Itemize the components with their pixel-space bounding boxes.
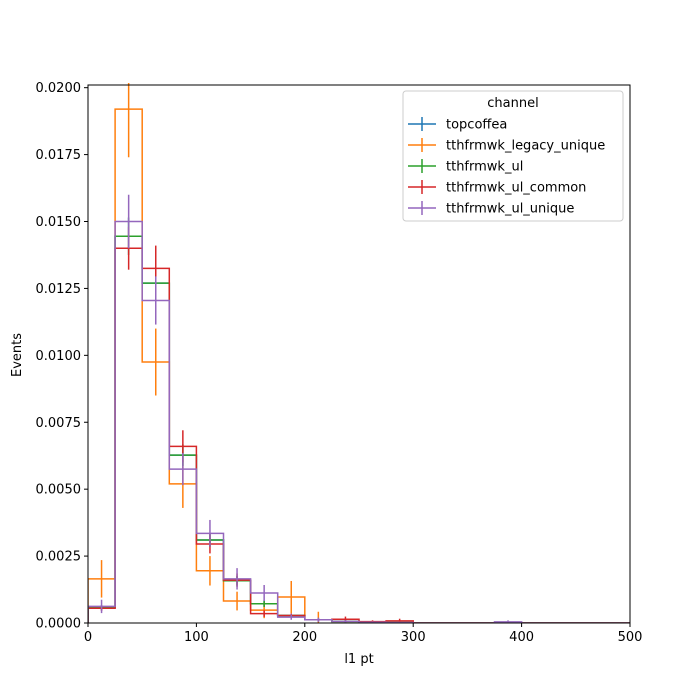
legend-title: channel xyxy=(487,96,538,111)
x-axis-label: l1 pt xyxy=(344,652,373,667)
y-tick-label-3: 0.0075 xyxy=(36,416,82,431)
legend-entry-tthfrmwk_ul_common: tthfrmwk_ul_common xyxy=(446,181,586,196)
x-tick-label-0: 0 xyxy=(84,630,92,645)
legend-entry-topcoffea: topcoffea xyxy=(446,118,507,133)
x-tick-label-1: 100 xyxy=(184,630,209,645)
x-axis: 0 100 200 300 400 500 xyxy=(84,623,643,645)
y-tick-label-5: 0.0125 xyxy=(36,282,82,297)
x-tick-label-3: 300 xyxy=(401,630,426,645)
y-tick-label-2: 0.0050 xyxy=(36,483,82,498)
legend-entry-tthfrmwk_ul_unique: tthfrmwk_ul_unique xyxy=(446,202,574,217)
y-tick-label-8: 0.0200 xyxy=(36,81,82,96)
series-tthfrmwk_ul_unique xyxy=(88,194,630,623)
axes-frame xyxy=(87,84,631,624)
y-tick-label-6: 0.0150 xyxy=(36,215,82,230)
y-tick-label-4: 0.0100 xyxy=(36,349,82,364)
y-tick-label-1: 0.0025 xyxy=(36,550,82,565)
x-tick-label-2: 200 xyxy=(292,630,317,645)
y-tick-label-0: 0.0000 xyxy=(36,617,82,632)
legend-box xyxy=(402,90,624,222)
plot-area xyxy=(87,83,631,624)
legend-entry-tthfrmwk_ul: tthfrmwk_ul xyxy=(446,160,523,175)
y-axis-label: Events xyxy=(10,333,25,377)
x-tick-label-5: 500 xyxy=(618,630,643,645)
y-tick-label-7: 0.0175 xyxy=(36,148,82,163)
series-group xyxy=(88,83,630,623)
y-axis: 0.0000 0.0025 0.0050 0.0075 0.0100 0.0125 0.01… xyxy=(36,81,88,632)
legend: channel topcoffea tthfrmwk_legacy_uniquett… xyxy=(402,90,624,222)
x-tick-label-4: 400 xyxy=(509,630,534,645)
legend-entry-tthfrmwk_legacy_unique: tthfrmwk_legacy_unique xyxy=(446,139,605,154)
